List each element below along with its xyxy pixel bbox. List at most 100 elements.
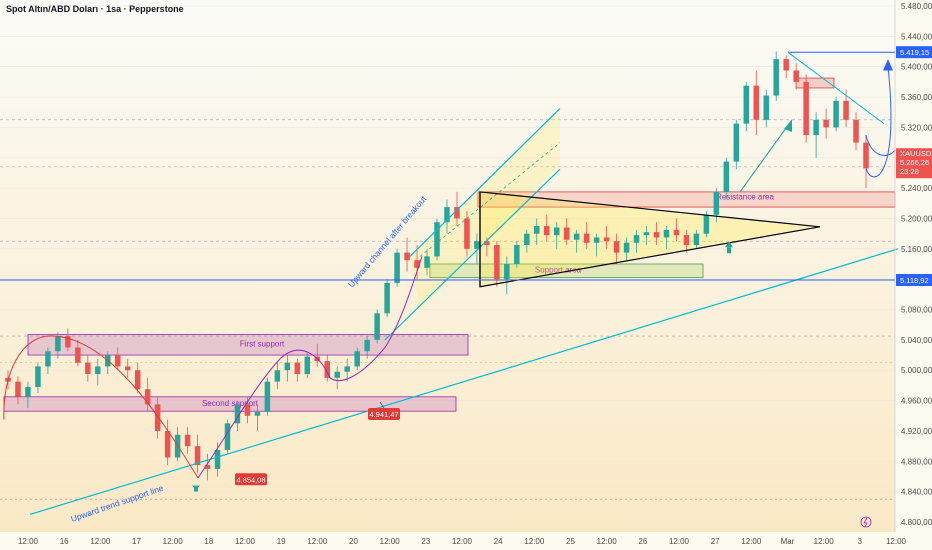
x-tick-label: 12:00	[524, 537, 545, 546]
candle-body	[164, 430, 171, 458]
candle-body	[354, 351, 360, 367]
blue-projection-arrowhead	[883, 59, 893, 71]
x-tick-label: 12:00	[90, 537, 111, 546]
candle-body	[234, 404, 241, 424]
candle-body	[194, 446, 201, 466]
candle-body	[823, 119, 829, 128]
x-tick-label: 20	[349, 537, 358, 546]
candle-body	[534, 226, 540, 234]
candle-body	[743, 85, 750, 124]
y-tick-label: 5.320,00	[901, 123, 932, 132]
channel-fill	[410, 108, 560, 310]
candle-body	[404, 252, 410, 261]
candle-body	[294, 362, 301, 375]
y-tick-label: 5.080,00	[901, 306, 932, 315]
candle-body	[733, 123, 740, 162]
candle-body	[773, 59, 779, 96]
candle-body	[593, 237, 600, 243]
red-arc	[3, 335, 199, 479]
candle-body	[623, 242, 630, 253]
blue-curve-small	[865, 134, 896, 156]
resistance-area-label: Resistance area	[716, 193, 774, 202]
candle-body	[244, 404, 251, 416]
candle-body	[813, 119, 819, 135]
candle-body	[124, 366, 131, 371]
candle-body	[434, 222, 440, 257]
x-tick-label: 12:00	[163, 537, 184, 546]
x-tick-label: 12:00	[669, 537, 690, 546]
candle-body	[653, 232, 660, 238]
candle-body	[583, 233, 590, 243]
y-tick-label: 5.400,00	[901, 63, 932, 72]
candle-body	[843, 100, 849, 120]
descending-line	[787, 51, 885, 125]
candle-body	[713, 191, 720, 215]
low-tag-2-label: 4.941,47	[369, 410, 398, 419]
low-tag-2-box	[368, 408, 400, 421]
candle-body	[683, 235, 690, 246]
x-tick-label: Mar	[781, 537, 795, 546]
y-tick-label: 5.000,00	[901, 366, 932, 375]
y-tick-label: 5.040,00	[901, 336, 932, 345]
candle-body	[134, 370, 141, 390]
candle-body	[184, 434, 191, 447]
candle-body	[603, 237, 610, 242]
candle-body	[95, 366, 101, 375]
x-tick-label: 19	[277, 537, 286, 546]
price-tag-label: 5.419,15	[900, 48, 929, 57]
y-tick-label: 4.800,00	[901, 518, 932, 527]
x-axis: 12:00 16 12:00 17 12:00 18 12:00 19 12:00 20 12:00…	[18, 537, 907, 546]
candle-body	[633, 235, 640, 243]
price-tag-box	[896, 148, 932, 179]
candle-body	[853, 119, 859, 143]
price-tag-label: 5.266,26	[900, 158, 929, 167]
price-tag-label: 23:28	[900, 167, 919, 176]
candle-body	[55, 336, 61, 352]
candle-body	[464, 218, 470, 249]
candle-body	[25, 386, 31, 397]
candle-body	[204, 465, 211, 469]
x-tick-label: 12:00	[741, 537, 762, 546]
upward-trend-line	[29, 248, 899, 515]
low-tag-1-label: 4.854,08	[236, 475, 265, 484]
candle-body	[284, 362, 291, 371]
candle-body	[863, 142, 869, 169]
top-resistance-zone	[795, 77, 835, 89]
x-tick-label: 12:00	[307, 537, 328, 546]
buy-arrow-1-stem	[194, 485, 198, 492]
candle-body	[424, 256, 430, 268]
candle-body	[374, 313, 380, 340]
candle-body	[224, 423, 231, 450]
candle-body	[723, 161, 730, 192]
candle-body	[524, 233, 530, 246]
candle-body	[494, 245, 500, 280]
channel-mid-line	[419, 142, 561, 257]
y-tick-label: 5.240,00	[901, 184, 932, 193]
x-tick-label: 12:00	[814, 537, 835, 546]
candle-body	[334, 371, 340, 378]
chart-title: Spot Altın/ABD Doları · 1sa · Pepperston…	[6, 4, 184, 14]
candle-body	[324, 361, 330, 378]
candle-body	[115, 355, 121, 367]
candle-body	[553, 227, 560, 236]
y-tick-label: 5.200,00	[901, 214, 932, 223]
candle-body	[394, 252, 400, 283]
candle-body	[15, 381, 21, 397]
second-support-label: Second support	[202, 399, 259, 408]
candle-body	[753, 85, 759, 120]
y-axis: 4.800,00 4.840,00 4.880,00 4.920,00 4.960,00…	[894, 0, 932, 532]
y-tick-label: 4.880,00	[901, 457, 932, 466]
y-tick-label: 4.920,00	[901, 427, 932, 436]
support-area-label: Support area	[535, 265, 582, 274]
candle-body	[214, 449, 221, 469]
candle-body	[444, 207, 450, 223]
price-tag-box	[896, 46, 932, 59]
candle-body	[35, 366, 41, 387]
x-tick-label: 16	[60, 537, 69, 546]
candle-body	[274, 370, 281, 382]
candle-body	[613, 241, 620, 253]
y-tick-label: 5.360,00	[901, 93, 932, 102]
projection-arrow-line	[739, 119, 793, 193]
